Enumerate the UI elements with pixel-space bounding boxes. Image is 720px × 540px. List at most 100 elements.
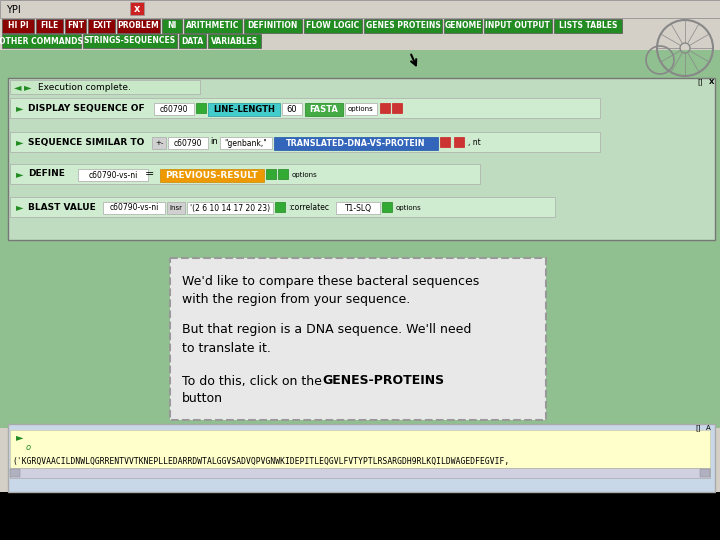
Text: ►: ►	[16, 137, 24, 147]
Bar	[274, 137, 438, 150]
Text: SEQUENCE SIMILAR TO: SEQUENCE SIMILAR TO	[28, 138, 145, 146]
Text: c60790-vs-ni: c60790-vs-ni	[109, 204, 158, 213]
Text: "genbank,": "genbank,"	[225, 138, 267, 147]
Text: GENES PROTEINS: GENES PROTEINS	[366, 22, 441, 30]
Bar	[380, 103, 390, 113]
Bar	[167, 202, 185, 214]
Text: FASTA: FASTA	[310, 105, 338, 113]
Bar	[10, 132, 600, 152]
Text: FNT: FNT	[67, 22, 84, 30]
Bar	[554, 19, 622, 33]
Text: ►: ►	[24, 82, 32, 92]
Bar	[454, 137, 464, 147]
Bar	[392, 103, 402, 113]
Bar	[10, 80, 200, 94]
Text: A: A	[706, 425, 711, 431]
Bar	[440, 137, 450, 147]
Bar	[179, 34, 206, 48]
Text: PREVIOUS-RESULT: PREVIOUS-RESULT	[166, 171, 258, 179]
Text: ►: ►	[16, 202, 24, 212]
Bar	[243, 19, 302, 33]
Bar	[10, 197, 555, 217]
Bar	[336, 202, 380, 214]
Text: FILE: FILE	[40, 22, 58, 30]
Text: in: in	[210, 138, 217, 146]
Bar	[10, 98, 600, 118]
Bar	[208, 34, 261, 48]
Text: =: =	[145, 169, 155, 179]
Bar	[10, 164, 480, 184]
Bar	[364, 19, 442, 33]
Text: []: []	[697, 79, 703, 85]
Bar	[10, 468, 710, 478]
Text: c60790-vs-ni: c60790-vs-ni	[89, 171, 138, 179]
Text: DEFINE: DEFINE	[28, 170, 65, 179]
Text: o: o	[26, 443, 31, 453]
Bar	[89, 19, 115, 33]
Bar	[187, 202, 273, 214]
Bar	[78, 169, 148, 181]
Text: c60790: c60790	[174, 138, 202, 147]
Bar	[0, 492, 720, 540]
Bar	[154, 103, 194, 115]
Bar	[10, 430, 710, 474]
Bar	[700, 469, 710, 477]
Bar	[36, 19, 63, 33]
Text: GENOME: GENOME	[444, 22, 482, 30]
Bar	[2, 19, 34, 33]
Text: OTHER COMMANDS: OTHER COMMANDS	[0, 37, 84, 45]
Text: c60790: c60790	[160, 105, 188, 113]
Text: ◄: ◄	[14, 82, 22, 92]
Text: FLOW LOGIC: FLOW LOGIC	[306, 22, 359, 30]
Text: ►: ►	[16, 103, 24, 113]
Bar	[2, 34, 81, 48]
Bar	[8, 424, 715, 492]
Text: LISTS TABLES: LISTS TABLES	[559, 22, 617, 30]
Bar	[152, 137, 166, 149]
Text: But that region is a DNA sequence. We'll need: But that region is a DNA sequence. We'll…	[182, 323, 472, 336]
Bar	[282, 103, 302, 115]
Text: HI PI: HI PI	[8, 22, 28, 30]
Text: x: x	[134, 4, 140, 14]
Text: GENES-PROTEINS: GENES-PROTEINS	[322, 375, 444, 388]
Bar	[170, 258, 546, 420]
Text: , nt: , nt	[468, 138, 481, 147]
Text: with the region from your sequence.: with the region from your sequence.	[182, 294, 410, 307]
Text: to translate it.: to translate it.	[182, 341, 271, 354]
Text: YPI: YPI	[6, 5, 21, 15]
Bar	[8, 78, 715, 240]
Bar	[160, 169, 264, 182]
Bar	[117, 19, 160, 33]
Text: TRANSLATED-DNA-VS-PROTEIN: TRANSLATED-DNA-VS-PROTEIN	[287, 138, 426, 147]
Text: options: options	[396, 205, 422, 211]
Bar	[304, 19, 361, 33]
Bar	[130, 2, 144, 15]
Bar	[83, 34, 177, 48]
Bar	[184, 19, 242, 33]
Bar	[278, 169, 288, 179]
Text: options: options	[292, 172, 318, 178]
Text: ►: ►	[16, 432, 24, 442]
Text: 60: 60	[287, 105, 297, 113]
Bar	[0, 50, 720, 428]
Text: NI: NI	[167, 22, 176, 30]
Text: DISPLAY SEQUENCE OF: DISPLAY SEQUENCE OF	[28, 104, 145, 112]
Text: Execution complete.: Execution complete.	[38, 83, 131, 91]
Text: We'd like to compare these bacteral sequences: We'd like to compare these bacteral sequ…	[182, 275, 480, 288]
Bar	[305, 103, 343, 116]
Bar	[484, 19, 552, 33]
Bar	[0, 0, 720, 18]
Bar	[10, 469, 20, 477]
Text: lnsr: lnsr	[169, 205, 182, 211]
Text: T1-SLQ: T1-SLQ	[344, 204, 372, 213]
Bar	[161, 19, 181, 33]
Bar	[196, 103, 206, 113]
Text: []: []	[696, 424, 701, 431]
Bar	[266, 169, 276, 179]
Text: PROBLEM: PROBLEM	[117, 22, 159, 30]
Bar	[220, 137, 272, 149]
Text: X: X	[709, 79, 715, 85]
Text: +-: +-	[155, 140, 163, 146]
Text: ►: ►	[16, 169, 24, 179]
Text: VARIABLES: VARIABLES	[211, 37, 258, 45]
